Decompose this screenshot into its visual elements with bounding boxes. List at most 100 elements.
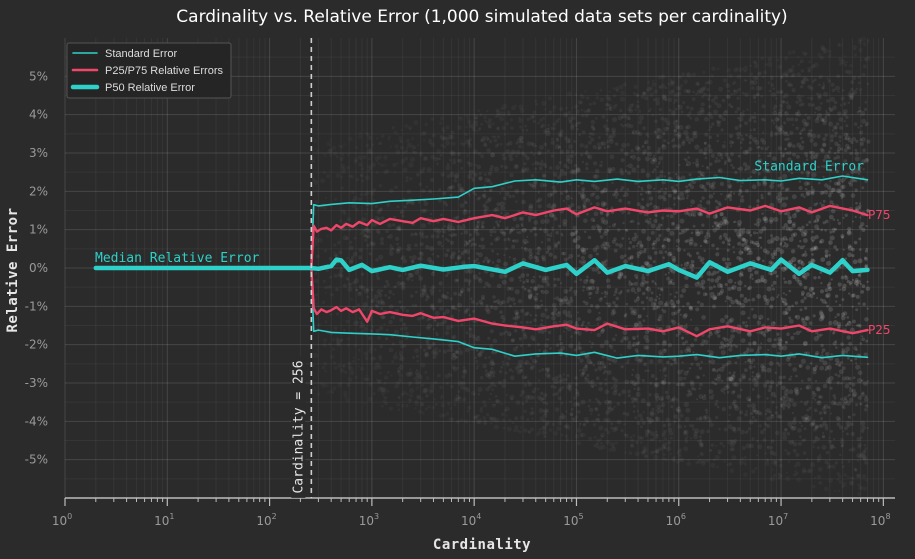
scatter-point	[785, 210, 791, 216]
scatter-point	[358, 197, 362, 201]
scatter-point	[430, 383, 435, 389]
scatter-point	[848, 388, 854, 393]
scatter-point	[420, 234, 425, 239]
scatter-point	[405, 309, 410, 313]
scatter-point	[731, 455, 737, 460]
scatter-point	[701, 395, 707, 401]
scatter-point	[830, 109, 833, 112]
scatter-point	[368, 345, 374, 350]
scatter-point	[710, 278, 715, 283]
scatter-point	[510, 397, 514, 401]
scatter-point	[722, 78, 728, 83]
scatter-point	[669, 280, 673, 284]
scatter-point	[703, 394, 707, 397]
scatter-point	[386, 283, 390, 287]
scatter-point	[459, 294, 463, 297]
scatter-point	[436, 162, 439, 166]
scatter-point	[854, 468, 858, 472]
scatter-point	[765, 250, 770, 255]
scatter-point	[346, 337, 350, 341]
scatter-point	[793, 473, 797, 477]
scatter-point	[582, 250, 587, 255]
scatter-point	[784, 111, 789, 116]
scatter-point	[745, 79, 748, 82]
scatter-point	[383, 375, 389, 380]
scatter-point	[619, 254, 625, 260]
scatter-point	[671, 189, 674, 192]
scatter-point	[569, 286, 573, 290]
scatter-point	[465, 126, 468, 129]
scatter-point	[505, 121, 510, 126]
scatter-point	[646, 88, 649, 92]
scatter-point	[346, 166, 350, 170]
scatter-point	[600, 432, 606, 438]
scatter-point	[803, 427, 807, 431]
scatter-point	[835, 415, 841, 421]
scatter-point	[686, 151, 689, 154]
scatter-point	[532, 153, 536, 156]
scatter-point	[859, 216, 862, 219]
scatter-point	[617, 275, 622, 280]
scatter-point	[851, 92, 855, 96]
scatter-point	[752, 115, 757, 120]
scatter-point	[633, 311, 638, 316]
scatter-point	[458, 350, 464, 356]
scatter-point	[544, 343, 549, 349]
scatter-point	[649, 92, 654, 97]
scatter-point	[786, 104, 792, 110]
scatter-point	[615, 196, 618, 199]
scatter-point	[839, 453, 842, 457]
scatter-point	[760, 193, 764, 197]
scatter-point	[429, 288, 435, 293]
scatter-point	[641, 189, 644, 191]
scatter-point	[760, 275, 765, 280]
scatter-point	[808, 321, 813, 325]
scatter-point	[756, 182, 761, 187]
scatter-point	[453, 216, 458, 221]
scatter-point	[537, 191, 541, 194]
scatter-point	[719, 283, 724, 288]
scatter-point	[633, 281, 638, 286]
scatter-point	[838, 425, 844, 430]
scatter-point	[320, 178, 325, 183]
scatter-point	[565, 320, 569, 324]
scatter-point	[825, 219, 829, 224]
scatter-point	[747, 231, 751, 234]
scatter-point	[686, 370, 690, 373]
scatter-point	[716, 292, 721, 297]
scatter-point	[728, 238, 732, 242]
scatter-point	[752, 314, 758, 319]
scatter-point	[459, 203, 465, 208]
scatter-point	[850, 87, 854, 92]
scatter-point	[610, 311, 615, 316]
scatter-point	[540, 125, 544, 129]
scatter-point	[703, 141, 707, 145]
scatter-point	[631, 400, 635, 404]
scatter-point	[592, 144, 597, 150]
scatter-point	[714, 415, 719, 420]
scatter-point	[442, 200, 447, 205]
scatter-point	[753, 231, 757, 235]
scatter-point	[733, 220, 737, 224]
scatter-point	[364, 212, 367, 216]
scatter-point	[569, 231, 575, 237]
scatter-point	[688, 367, 692, 370]
scatter-point	[378, 207, 383, 212]
scatter-point	[859, 138, 863, 142]
scatter-point	[608, 134, 612, 138]
scatter-point	[784, 428, 788, 432]
scatter-point	[445, 273, 449, 278]
scatter-point	[644, 156, 650, 162]
scatter-point	[814, 425, 819, 430]
scatter-point	[804, 121, 810, 127]
scatter-point	[501, 125, 507, 131]
scatter-point	[724, 109, 728, 113]
scatter-point	[515, 224, 520, 229]
scatter-point	[822, 84, 826, 87]
scatter-point	[801, 95, 804, 98]
scatter-point	[627, 201, 631, 205]
scatter-point	[557, 389, 562, 393]
scatter-point	[324, 320, 328, 324]
scatter-point	[394, 352, 398, 355]
scatter-point	[525, 278, 529, 283]
